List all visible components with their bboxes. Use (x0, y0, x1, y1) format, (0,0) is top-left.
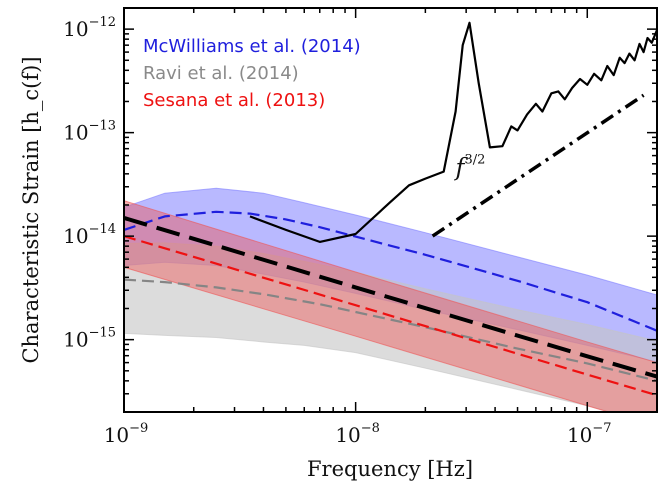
x-tick-label: 10−9 (104, 421, 149, 447)
y-tick-label: 10−12 (63, 15, 116, 41)
y-axis-title: Characteristic Strain [h_c(f)] (19, 56, 43, 363)
y-tick-label: 10−15 (63, 326, 116, 352)
band-ravi-et-al-2014 (124, 242, 657, 412)
plot-frame (123, 7, 658, 413)
legend-entry-mcwilliams-et-al-2014: McWilliams et al. (2014) (143, 36, 361, 57)
series-line-unlabeled-3 (124, 215, 657, 379)
series-line-unlabeled-4 (249, 21, 657, 243)
confidence-bands (124, 187, 657, 412)
series-line-unlabeled-5 (431, 93, 645, 238)
annotations: f3/2 (454, 153, 486, 182)
x-axis-title: Frequency [Hz] (307, 457, 473, 481)
slope-annotation: f3/2 (454, 153, 486, 182)
legend: McWilliams et al. (2014) Ravi et al. (201… (143, 36, 361, 111)
series-line-ravi-et-al-2014 (124, 278, 657, 382)
series-line-mcwilliams-et-al-2014 (124, 210, 657, 332)
y-tick-label: 10−14 (63, 222, 116, 248)
band-sesana-et-al-2013 (124, 200, 657, 412)
legend-entry-sesana-et-al-2013: Sesana et al. (2013) (143, 90, 325, 111)
series-lines (124, 21, 657, 397)
x-tick-label: 10−8 (335, 421, 380, 447)
x-tick-label: 10−7 (567, 421, 612, 447)
legend-entry-ravi-et-al-2014: Ravi et al. (2014) (143, 63, 299, 84)
y-tick-label: 10−13 (63, 119, 116, 145)
series-line-sesana-et-al-2013 (124, 235, 657, 397)
